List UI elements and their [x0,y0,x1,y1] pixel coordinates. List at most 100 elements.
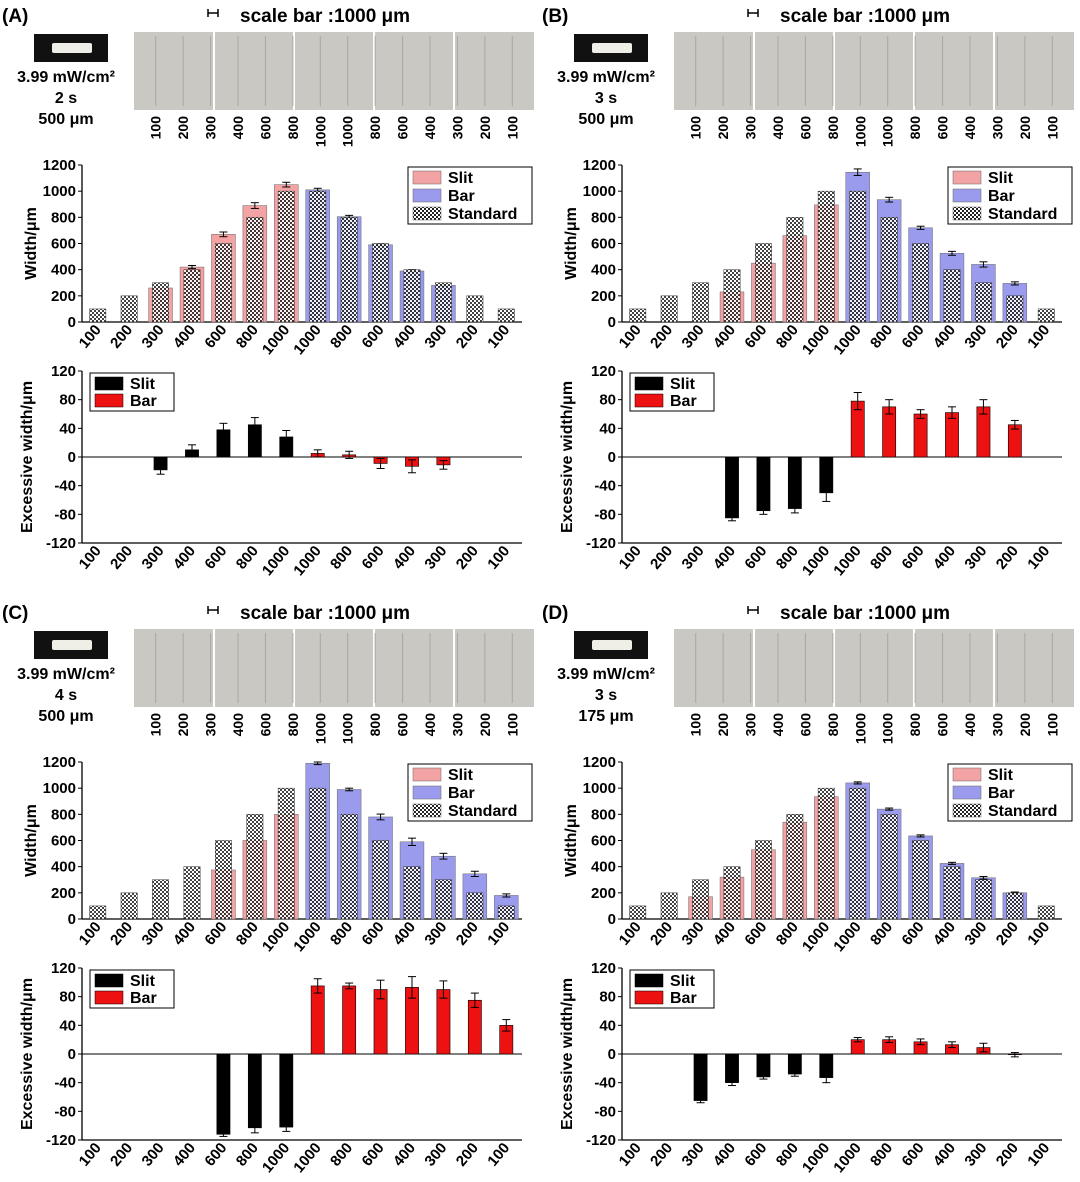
legend-label: Slit [988,767,1014,784]
width-x-tick-label: 400 [170,322,199,352]
excess-x-tick-label: 1000 [290,543,324,579]
photo-label: 800 [907,116,923,140]
excess-x-tick-label: 300 [961,1140,990,1170]
width-x-tick-label: 800 [867,322,896,352]
width-y-tick-label: 1000 [43,183,76,200]
excess-x-tick-label: 800 [867,1140,896,1170]
width-y-tick-label: 600 [591,236,616,253]
legend-label: Bar [448,188,475,205]
excess-x-tick-label: 200 [647,1140,676,1170]
excess-y-tick-label: 120 [51,363,76,380]
panel-1: (A) scale bar :1000 μm 3.99 mW/cm² 2 s 500 μ… [2,6,534,579]
width-x-tick-label: 600 [741,322,770,352]
width-x-tick-label: 1000 [799,322,833,358]
excess-y-tick-label: 40 [599,1017,616,1034]
legend-label: Standard [988,803,1057,820]
width-x-tick-label: 200 [993,919,1022,949]
excess-y-tick-label: -40 [54,478,76,495]
width-x-tick-label: 600 [741,919,770,949]
width-x-tick-label: 100 [616,322,645,352]
excess-x-tick-label: 300 [139,1140,168,1170]
width-x-tick-label: 800 [327,919,356,949]
width-x-tick-label: 800 [327,322,356,352]
standard-bar [246,217,264,323]
excess-y-tick-label: 0 [68,1046,76,1063]
condition-label: 500 μm [38,708,93,725]
excess-y-tick-label: 120 [591,363,616,380]
legend-label: Standard [988,206,1057,223]
standard-bar [403,866,421,920]
excess-x-tick-label: 800 [773,1140,802,1170]
width-x-tick-label: 800 [233,919,262,949]
excess-x-tick-label: 600 [741,1140,770,1170]
excess-x-tick-label: 600 [201,543,230,573]
excess-y-tick-label: 80 [599,989,616,1006]
width-x-tick-label: 100 [1024,919,1053,949]
excess-y-tick-label: -120 [46,1132,76,1149]
excess-x-tick-label: 1000 [830,1140,864,1176]
photo-label: 200 [715,116,731,140]
width-y-tick-label: 0 [608,314,616,331]
photo-label: 200 [477,713,493,737]
width-x-tick-label: 800 [773,919,802,949]
excess-x-tick-label: 200 [107,543,136,573]
excess-y-tick-label: 80 [599,392,616,409]
photo-label: 600 [797,713,813,737]
legend-swatch [412,170,442,185]
photo-label: 600 [395,713,411,737]
microscope-strip [674,629,1074,707]
photo-label: 600 [257,713,273,737]
width-x-tick-label: 400 [930,919,959,949]
sample-specimen [592,640,632,650]
width-x-tick-label: 200 [453,919,482,949]
standard-bar [660,295,678,323]
photo-label: 200 [175,116,191,140]
width-y-tick-label: 200 [591,288,616,305]
width-y-tick-label: 600 [51,833,76,850]
width-x-tick-label: 800 [233,322,262,352]
photo-label: 300 [203,713,219,737]
standard-bar [497,905,515,920]
photo-label: 1000 [312,116,328,147]
condition-label: 500 μm [38,111,93,128]
standard-bar [849,190,867,323]
excess-y-tick-label: -40 [594,478,616,495]
width-y-axis-label: Width/μm [563,207,580,280]
standard-bar [786,814,804,920]
standard-bar [497,308,515,323]
legend-swatch [952,803,982,818]
standard-bar [215,243,232,323]
excess-y-axis-label: Excessive width/μm [19,381,36,533]
standard-bar [435,282,452,323]
standard-bar [183,269,201,323]
legend-label: Bar [988,785,1015,802]
standard-bar [152,282,169,323]
width-y-tick-label: 200 [51,885,76,902]
excess-y-tick-label: 120 [51,960,76,977]
width-y-tick-label: 1200 [43,157,76,174]
excess-y-tick-label: 0 [608,449,616,466]
legend-swatch [412,188,442,203]
excess-y-tick-label: 40 [59,420,76,437]
width-y-tick-label: 400 [51,859,76,876]
excess-y-tick-label: -40 [54,1075,76,1092]
excess-x-tick-label: 800 [233,1140,262,1170]
width-x-tick-label: 400 [170,919,199,949]
photo-label: 800 [825,116,841,140]
standard-bar [880,814,898,920]
excess-x-tick-label: 100 [484,543,513,573]
standard-bar [755,840,772,920]
excess-slit-bar [693,1053,708,1101]
excess-slit-bar [756,456,771,512]
standard-bar [692,282,709,323]
width-y-tick-label: 1000 [583,183,616,200]
standard-bar [340,217,358,323]
excess-y-tick-label: 80 [59,989,76,1006]
photo-label: 600 [935,713,951,737]
width-y-tick-label: 400 [591,262,616,279]
microscope-strip [134,32,534,110]
excess-y-tick-label: 80 [59,392,76,409]
photo-label: 200 [1017,116,1033,140]
width-x-tick-label: 1000 [799,919,833,955]
excess-slit-bar [787,1053,802,1075]
